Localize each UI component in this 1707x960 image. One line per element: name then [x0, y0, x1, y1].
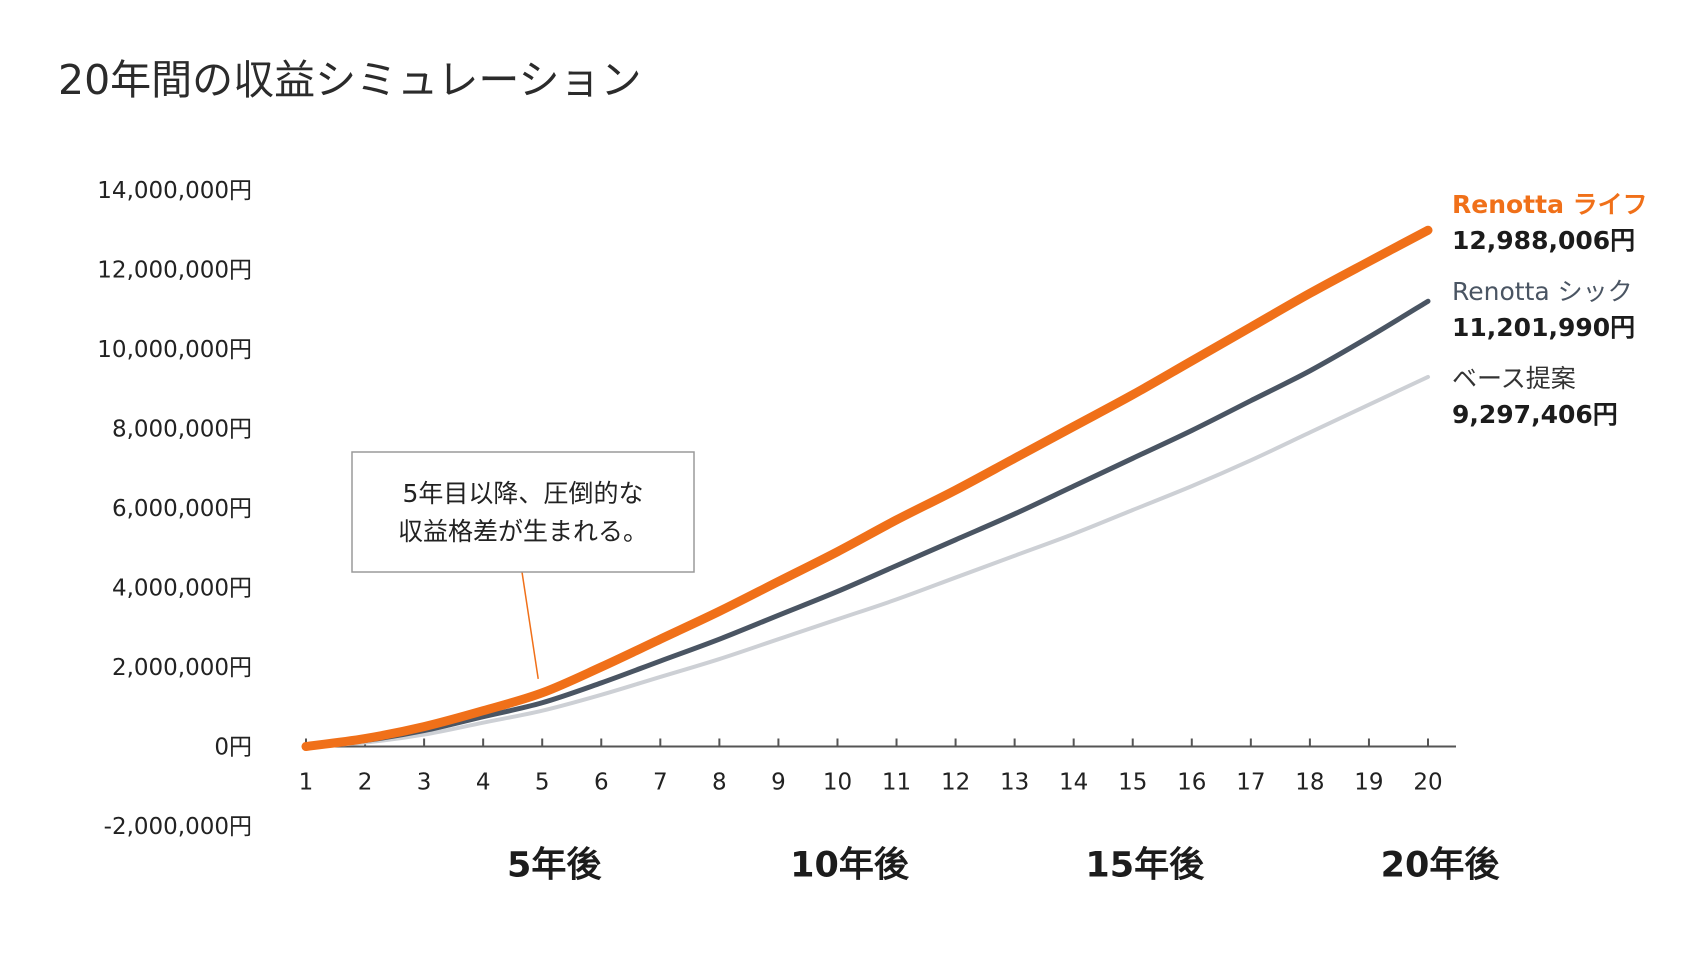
legend-series-name: Renotta シック	[1452, 277, 1633, 306]
legend-series-value: 11,201,990円	[1452, 313, 1635, 342]
legend-series-value: 12,988,006円	[1452, 226, 1635, 255]
y-tick-label: -2,000,000円	[104, 814, 252, 840]
y-tick-label: 4,000,000円	[112, 576, 252, 602]
period-label: 15年後	[1085, 846, 1205, 886]
x-tick-label: 15	[1118, 770, 1147, 796]
x-tick-label: 14	[1059, 770, 1088, 796]
legend: Renotta ライフ 12,988,006円 Renotta シック 11,201,…	[1452, 190, 1648, 429]
x-tick-label: 3	[417, 770, 432, 796]
x-tick-label: 6	[594, 770, 609, 796]
y-axis-labels: 14,000,000円 12,000,000円 10,000,000円 8,000,0…	[97, 178, 252, 840]
period-label: 20年後	[1381, 846, 1501, 886]
x-tick-label: 1	[299, 770, 314, 796]
x-tick-label: 9	[771, 770, 786, 796]
x-tick-label: 13	[1000, 770, 1029, 796]
x-tick-label: 20	[1413, 770, 1442, 796]
callout-box	[351, 451, 695, 573]
x-tick-label: 17	[1236, 770, 1265, 796]
x-tick-label: 11	[882, 770, 911, 796]
callout-text-line: 収益格差が生まれる。	[398, 517, 648, 546]
y-tick-label: 2,000,000円	[112, 655, 252, 681]
y-tick-label: 8,000,000円	[112, 417, 252, 443]
legend-series-name: ベース提案	[1452, 364, 1576, 393]
x-tick-label: 5	[535, 770, 550, 796]
y-tick-label: 14,000,000円	[97, 178, 252, 204]
x-tick-label: 19	[1354, 770, 1383, 796]
series-lines	[301, 225, 1433, 751]
x-axis-ticks	[305, 738, 1429, 747]
period-label: 10年後	[790, 846, 910, 886]
legend-series-value: 9,297,406円	[1452, 400, 1618, 429]
y-tick-label: 0円	[214, 735, 252, 761]
x-tick-label: 10	[823, 770, 852, 796]
y-tick-label: 6,000,000円	[112, 496, 252, 522]
x-tick-label: 7	[653, 770, 668, 796]
period-labels: 5年後 10年後 15年後 20年後	[507, 846, 1500, 886]
x-tick-label: 8	[712, 770, 727, 796]
y-tick-label: 10,000,000円	[97, 337, 252, 363]
x-tick-label: 18	[1295, 770, 1324, 796]
x-tick-label: 2	[358, 770, 373, 796]
x-tick-label: 12	[941, 770, 970, 796]
x-axis-labels: 1 2 3 4 5 6 7 8 9 10 11 12 13 14 15 16 17 18 19 20	[299, 770, 1443, 796]
series-line-3	[304, 374, 1430, 749]
y-tick-label: 12,000,000円	[97, 258, 252, 284]
page-title: 20年間の収益シミュレーション	[58, 56, 642, 104]
callout-leader-line	[521, 571, 539, 679]
series-line-2	[303, 298, 1431, 749]
callout-text-line: 5年目以降、圧倒的な	[403, 479, 644, 508]
x-tick-label: 4	[476, 770, 491, 796]
x-tick-label: 16	[1177, 770, 1206, 796]
period-label: 5年後	[507, 846, 602, 886]
legend-series-name: Renotta ライフ	[1452, 190, 1648, 219]
series-line-1	[301, 225, 1433, 751]
